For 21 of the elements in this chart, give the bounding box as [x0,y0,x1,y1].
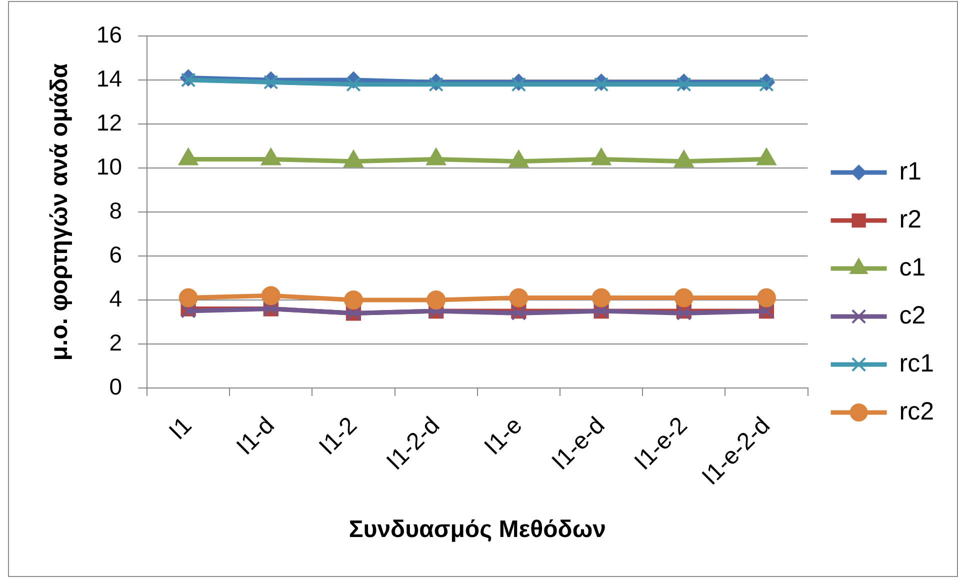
x-tick-label: I1 [164,412,198,446]
y-tick-label: 16 [96,21,122,48]
legend-label: c2 [899,301,926,330]
y-tick-label: 8 [109,197,122,224]
y-tick-label: 12 [96,109,122,136]
y-tick-label: 0 [109,373,122,400]
y-axis-title: μ.ο. φορτηγών ανά ομάδα [46,63,74,361]
legend-label: rc1 [899,349,934,378]
legend-label: r2 [899,205,922,234]
legend-label: rc2 [899,397,934,426]
legend-label: c1 [899,253,926,282]
x-tick-label: I1-d [231,412,280,460]
y-tick-label: 2 [109,329,122,356]
x-axis-title: Συνδυασμός Μεθόδων [348,516,606,544]
x-tick-label: I1-2 [314,412,362,460]
y-tick-label: 14 [96,65,122,92]
y-tick-label: 4 [109,285,122,312]
x-tick-label: I1-e [479,412,528,460]
legend-label: r1 [899,157,922,186]
y-tick-label: 10 [96,153,122,180]
y-tick-label: 6 [109,241,122,268]
